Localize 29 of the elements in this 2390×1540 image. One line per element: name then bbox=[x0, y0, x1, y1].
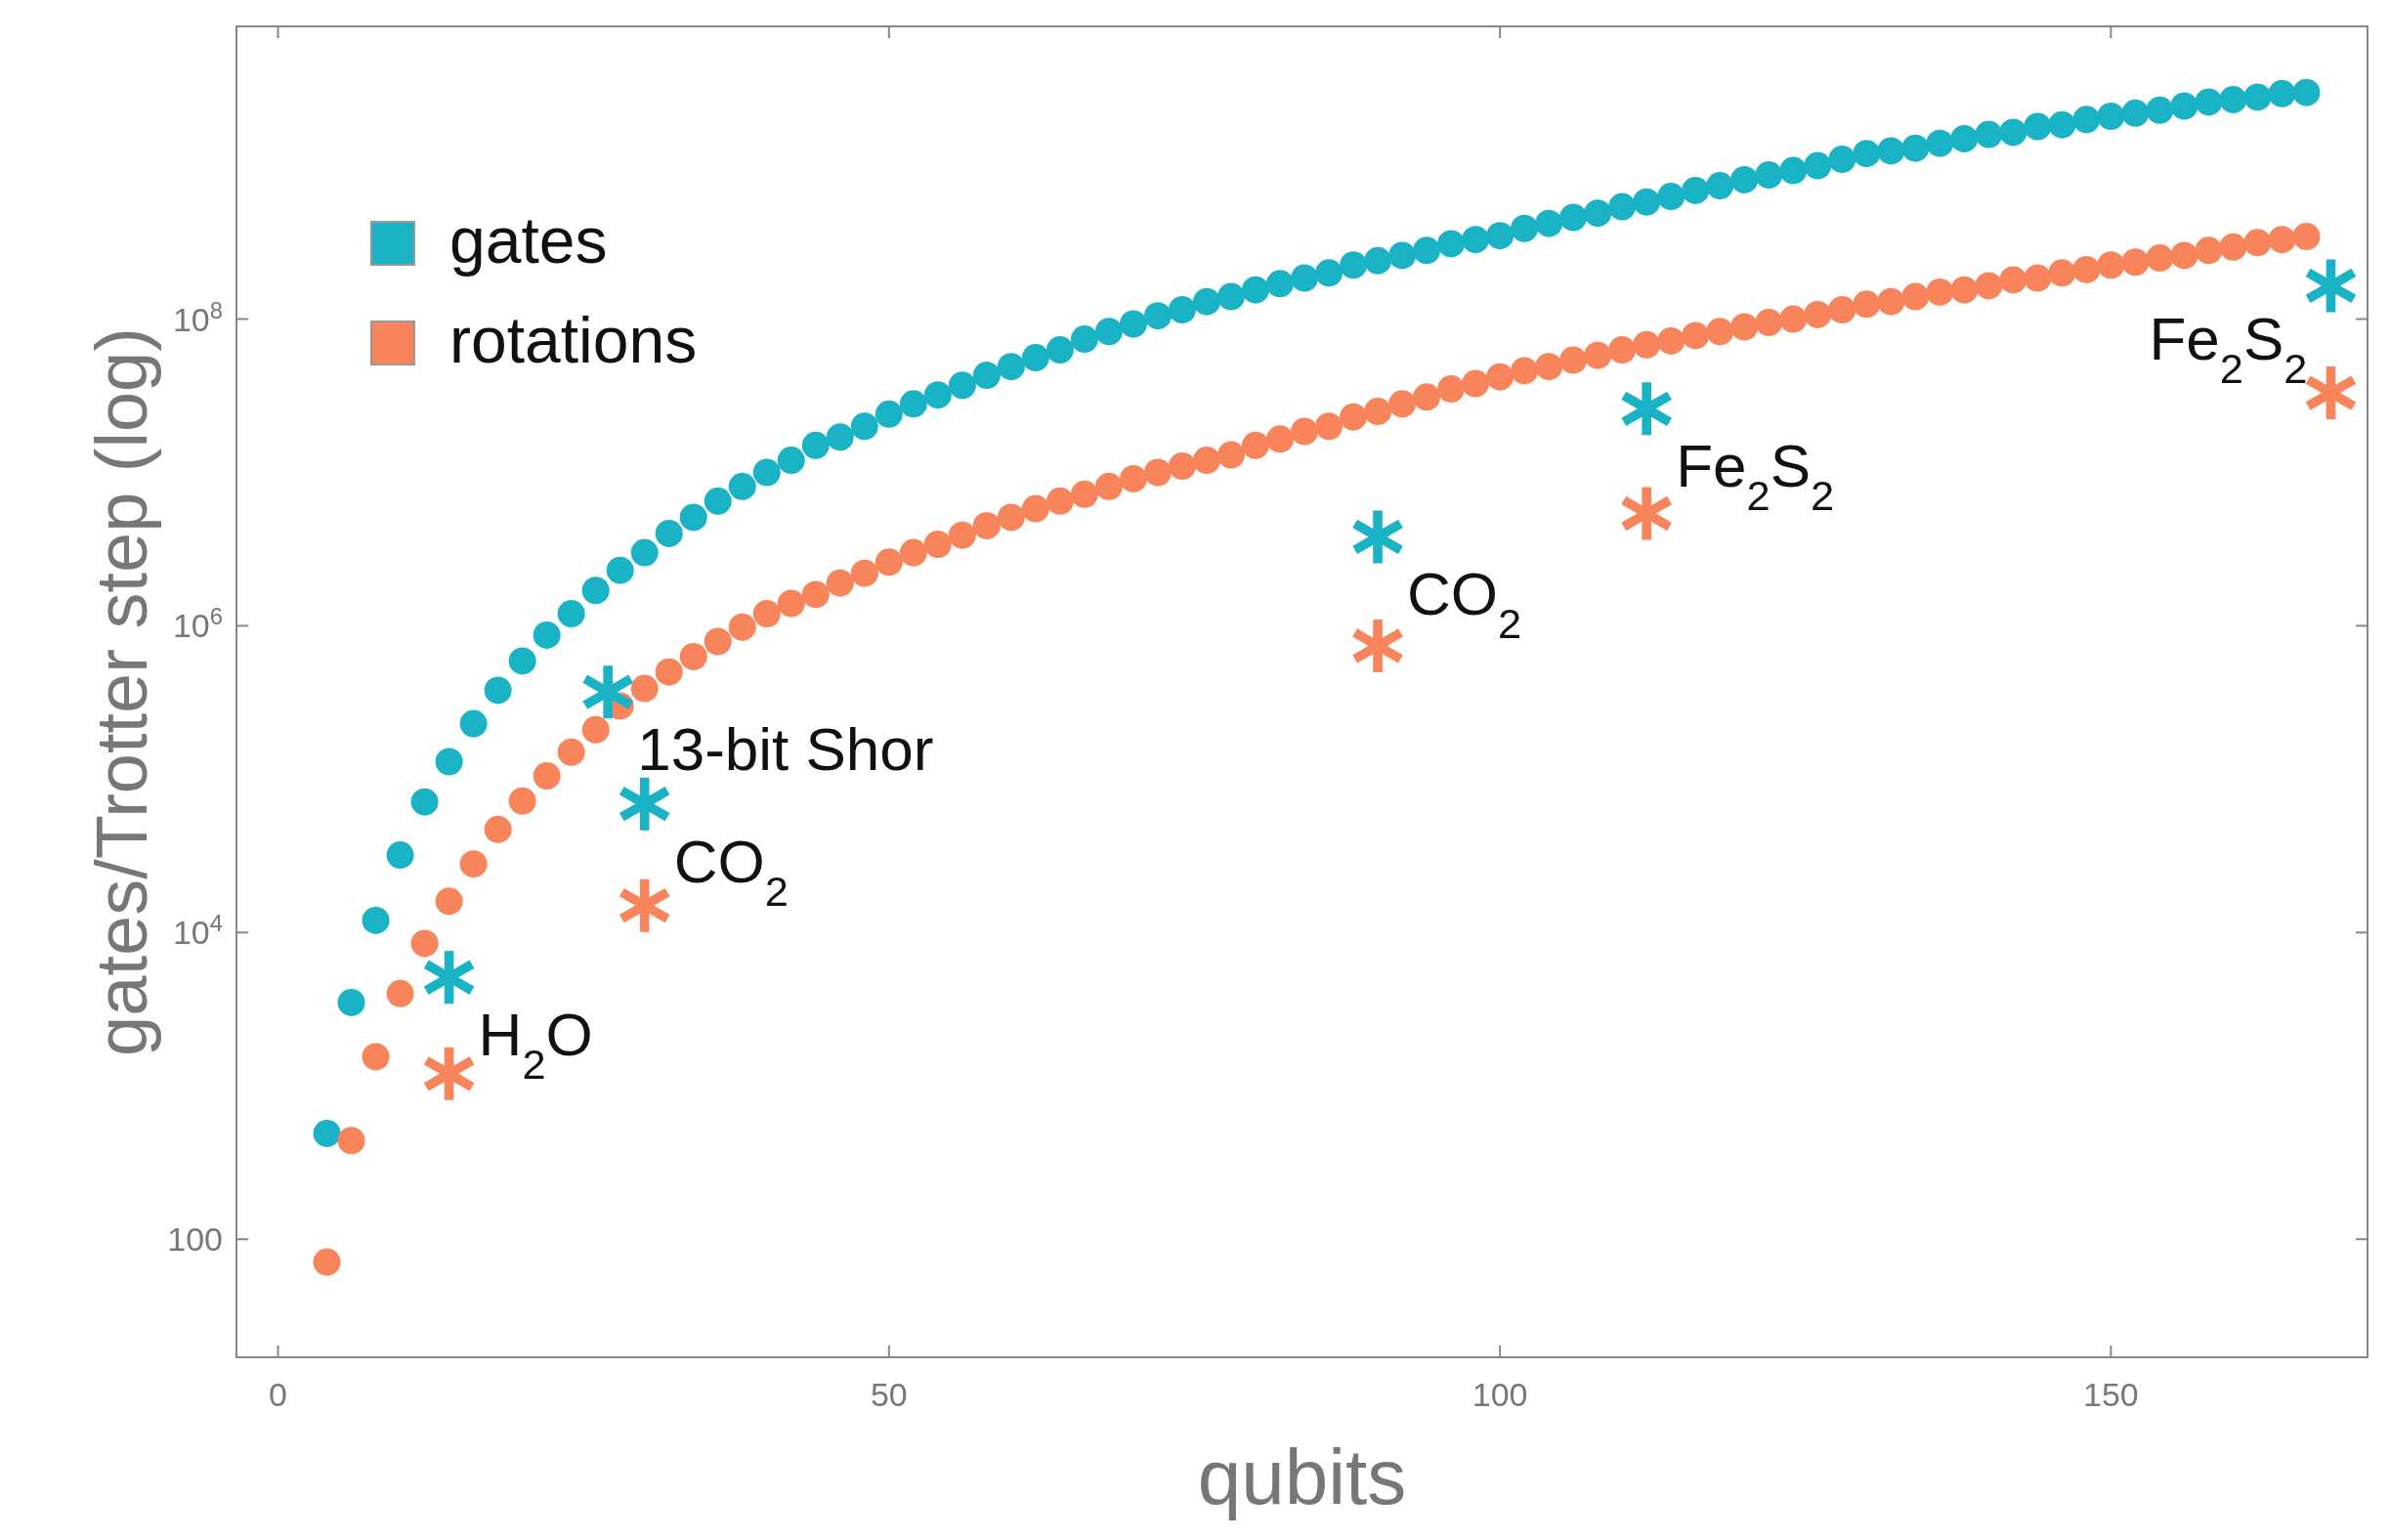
point bbox=[1621, 487, 1672, 540]
y-tick-label: 10$^{4}$ bbox=[172, 909, 223, 952]
annotation: CO$_{2}$ bbox=[673, 827, 789, 915]
point bbox=[2305, 259, 2357, 313]
point bbox=[619, 878, 670, 932]
point bbox=[1621, 382, 1672, 436]
annotation: H$_{2}$O bbox=[478, 1001, 593, 1089]
annotation: Fe$_{2}$S$_{2}$ bbox=[1676, 432, 1835, 520]
x-tick-label: 0 bbox=[269, 1376, 287, 1413]
point bbox=[423, 1047, 475, 1100]
x-tick-label: 100 bbox=[1472, 1376, 1528, 1413]
y-tick-label: 10$^{8}$ bbox=[172, 296, 223, 338]
x-tick-label: 150 bbox=[2083, 1376, 2139, 1413]
point bbox=[1352, 619, 1403, 672]
y-tick-label: 10$^{6}$ bbox=[172, 602, 223, 645]
point bbox=[1352, 510, 1403, 564]
y-tick-label: 100 bbox=[167, 1220, 223, 1259]
point bbox=[619, 777, 670, 831]
annotation: Fe$_{2}$S$_{2}$ bbox=[2149, 305, 2308, 393]
annotation: CO$_{2}$ bbox=[1407, 560, 1522, 648]
annotation: 13-bit Shor bbox=[637, 715, 934, 784]
legend-label: rotations bbox=[449, 304, 698, 376]
point bbox=[582, 665, 633, 719]
x-tick-label: 50 bbox=[870, 1376, 908, 1413]
legend-label: gates bbox=[449, 204, 608, 277]
y-axis-title: gates/Trotter step (log) bbox=[81, 327, 162, 1056]
point bbox=[423, 951, 475, 1005]
point bbox=[2305, 366, 2357, 420]
x-axis-title: qubits bbox=[1197, 1433, 1407, 1520]
